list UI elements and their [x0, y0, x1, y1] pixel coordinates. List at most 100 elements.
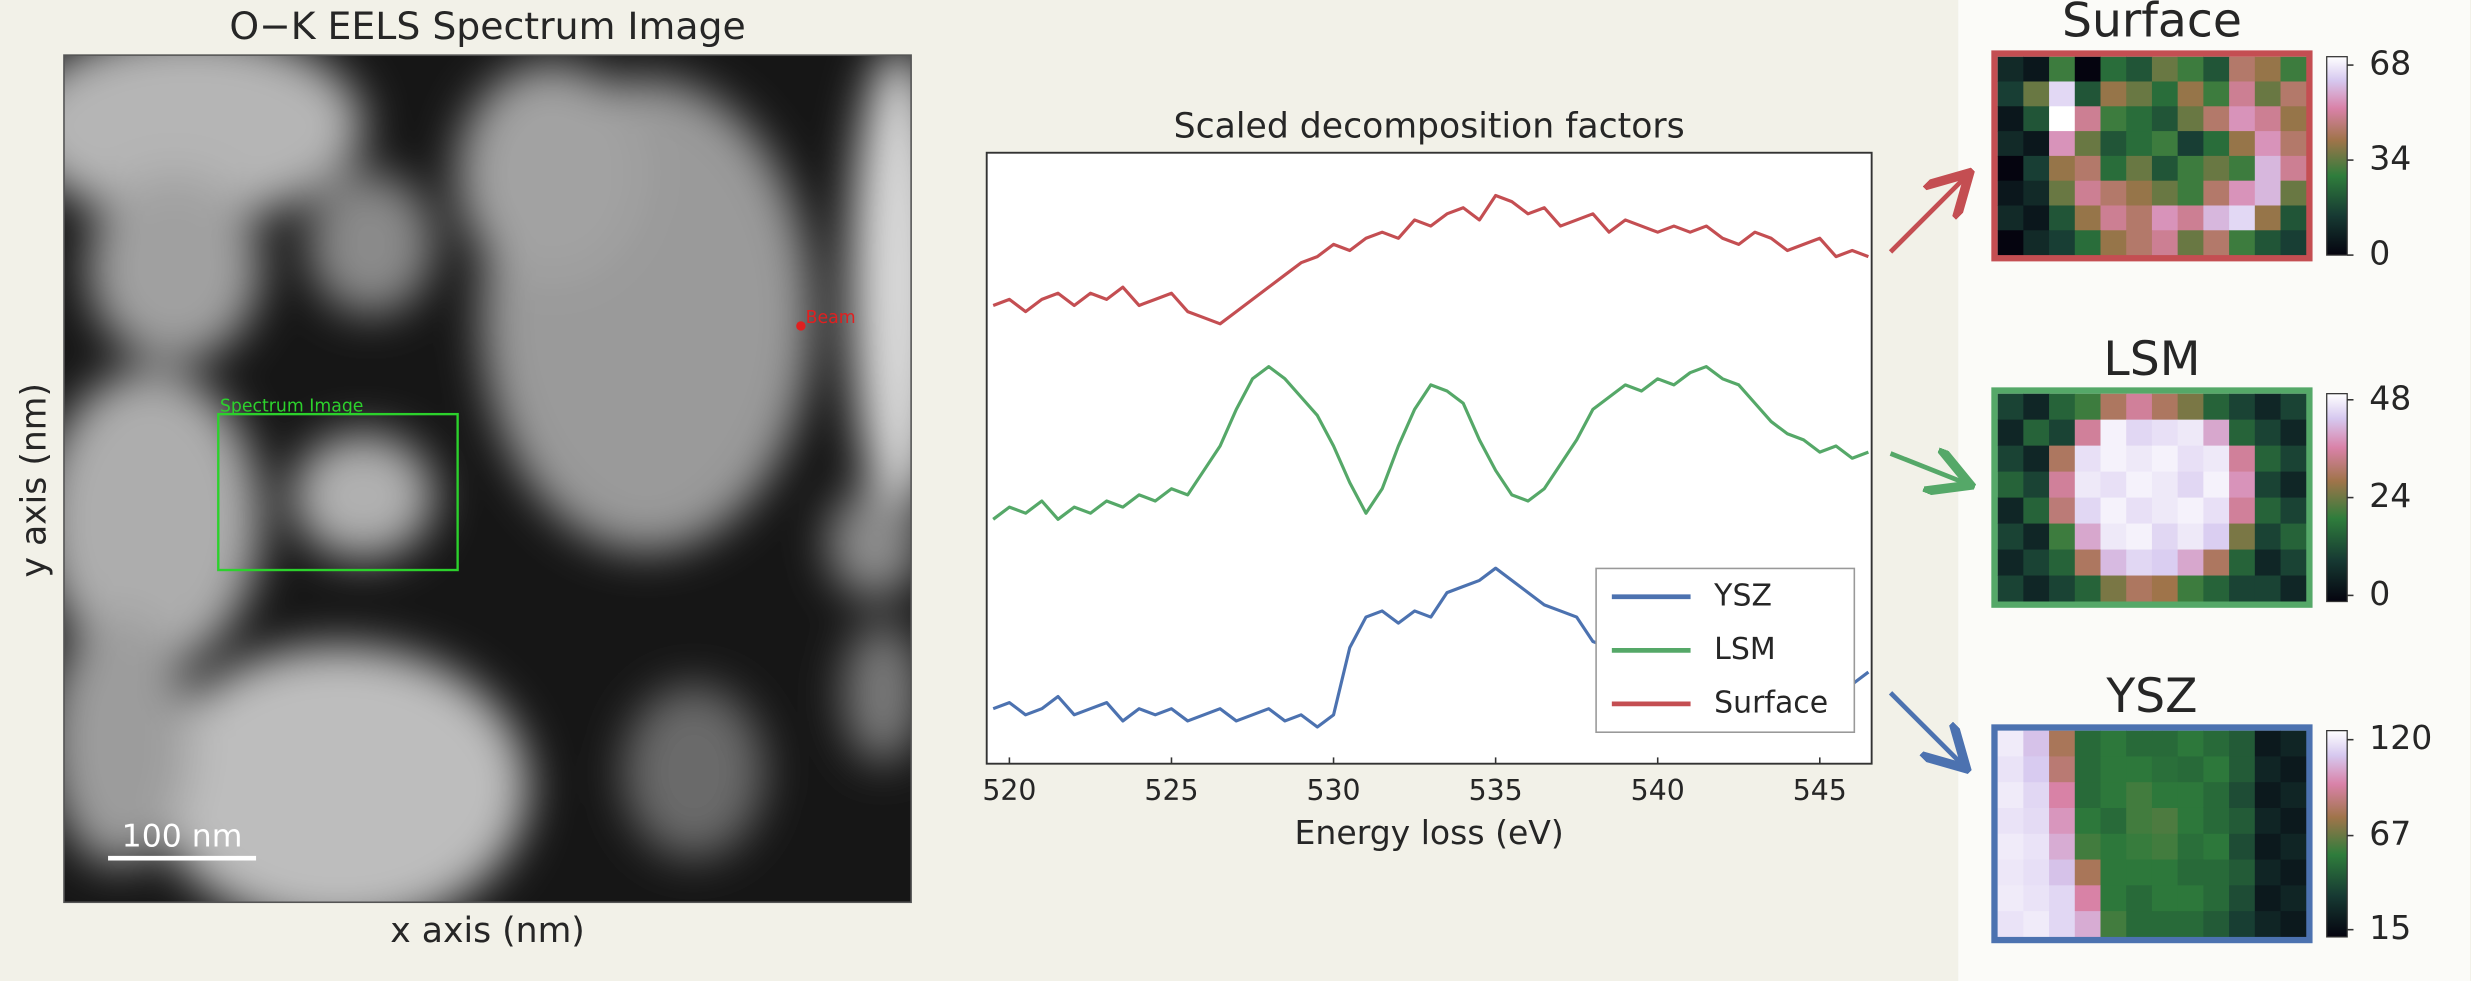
- heatmap-cell: [1997, 730, 2024, 757]
- heatmap-cell: [2049, 782, 2076, 809]
- heatmap-cell: [1997, 859, 2024, 886]
- colorbar-tick-label: 48: [2369, 378, 2411, 417]
- heatmap-cell: [2074, 445, 2101, 473]
- heatmap-cell: [2126, 859, 2153, 886]
- heatmap-cell: [2100, 807, 2127, 835]
- heatmap-cell: [2280, 155, 2307, 182]
- heatmap-cell: [2254, 497, 2282, 525]
- plot-frame: [985, 151, 1873, 765]
- heatmap-cell: [2151, 205, 2179, 231]
- heatmap-cell: [2126, 155, 2153, 182]
- heatmap-cell: [2254, 756, 2282, 783]
- heatmap-cell: [2203, 833, 2230, 861]
- heatmap-cell: [2074, 575, 2101, 602]
- heatmap-cell: [1997, 56, 2024, 82]
- heatmap-cell: [1997, 885, 2024, 912]
- heatmap-cell: [2126, 497, 2153, 525]
- heatmap-cell: [2023, 471, 2050, 499]
- heatmap-cell: [2254, 419, 2282, 447]
- stem-image: [63, 55, 912, 903]
- heatmap-cell: [2100, 833, 2127, 861]
- heatmap-cell: [2100, 230, 2127, 256]
- heatmap-cell: [2126, 56, 2153, 82]
- heatmap-cell: [2074, 756, 2101, 783]
- heatmap-cell: [2203, 445, 2230, 473]
- heatmap-cell: [2126, 575, 2153, 602]
- heatmap-cell: [2229, 730, 2256, 757]
- heatmap-cell: [2177, 205, 2204, 231]
- heatmap-cell: [2229, 230, 2256, 256]
- heatmap-cell: [2049, 205, 2076, 231]
- heatmap-cell: [2229, 549, 2256, 577]
- heatmap-cell: [2254, 833, 2282, 861]
- heatmap-cell: [2023, 445, 2050, 473]
- heatmap-cell: [2074, 471, 2101, 499]
- heatmap-cell: [2100, 445, 2127, 473]
- heatmap-title: Surface: [2062, 0, 2242, 49]
- heatmap-cell: [2229, 155, 2256, 182]
- heatmap-cell: [2023, 730, 2050, 757]
- heatmap-cell: [2126, 393, 2153, 421]
- heatmap-cell: [2151, 471, 2179, 499]
- heatmap-cell: [2203, 782, 2230, 809]
- heatmap-cell: [2126, 756, 2153, 783]
- heatmap-cell: [2074, 180, 2101, 206]
- heatmap-cell: [2177, 833, 2204, 861]
- x-tick-label: 520: [982, 774, 1036, 807]
- heatmap-cell: [2177, 155, 2204, 182]
- heatmap-cell: [2177, 419, 2204, 447]
- heatmap-cell: [2254, 471, 2282, 499]
- heatmap-cell: [2280, 180, 2307, 206]
- heatmap-cell: [2049, 393, 2076, 421]
- heatmap-cell: [2151, 56, 2179, 82]
- heatmap-cell: [2229, 911, 2256, 938]
- heatmap-cell: [2100, 81, 2127, 107]
- heatmap-cell: [2203, 230, 2230, 256]
- heatmap-cell: [2126, 730, 2153, 757]
- x-tick-label: 545: [1793, 774, 1847, 807]
- heatmap-cell: [2100, 205, 2127, 231]
- heatmap-cell: [2074, 859, 2101, 886]
- heatmap-cell: [2151, 155, 2179, 182]
- legend-label: Surface: [1714, 685, 1828, 720]
- heatmap-cell: [2177, 131, 2204, 157]
- heatmap-cell: [2100, 56, 2127, 82]
- heatmap-cell: [2280, 523, 2307, 551]
- chart-title: Scaled decomposition factors: [1174, 107, 1685, 147]
- heatmap-cell: [2151, 575, 2179, 602]
- heatmap-cell: [2254, 131, 2282, 157]
- heatmap-cell: [2203, 180, 2230, 206]
- heatmap-cell: [2254, 885, 2282, 912]
- heatmap-cell: [2177, 523, 2204, 551]
- heatmap-cell: [2100, 549, 2127, 577]
- colorbar-tick-label: 0: [2369, 234, 2390, 273]
- heatmap-cell: [1997, 155, 2024, 182]
- heatmap-cell: [2203, 575, 2230, 602]
- colorbar-tick-label: 15: [2369, 908, 2411, 947]
- heatmap-cell: [2023, 393, 2050, 421]
- heatmap-cell: [2049, 575, 2076, 602]
- heatmap-cell: [1997, 230, 2024, 256]
- heatmap-cell: [2100, 523, 2127, 551]
- heatmap-cell: [2203, 807, 2230, 835]
- heatmap-cell: [2203, 911, 2230, 938]
- series-line: [992, 193, 1869, 326]
- heatmap-cell: [2100, 106, 2127, 132]
- arrow: [1888, 691, 1963, 765]
- heatmap-cell: [2254, 523, 2282, 551]
- colorbar-tick-label: 34: [2369, 139, 2411, 178]
- colorbar-tick-label: 120: [2369, 718, 2432, 757]
- heatmap-cell: [2023, 859, 2050, 886]
- arrow: [1889, 453, 1967, 483]
- heatmap-cell: [2049, 180, 2076, 206]
- heatmap-cell: [2177, 859, 2204, 886]
- heatmap-cell: [2203, 106, 2230, 132]
- heatmap-cell: [2049, 445, 2076, 473]
- heatmap-cell: [1997, 445, 2024, 473]
- heatmap-cell: [2177, 81, 2204, 107]
- heatmap-cell: [2203, 205, 2230, 231]
- heatmap-cell: [2023, 833, 2050, 861]
- heatmap-cell: [2280, 549, 2307, 577]
- heatmap-cell: [2177, 56, 2204, 82]
- heatmap-cell: [2023, 155, 2050, 182]
